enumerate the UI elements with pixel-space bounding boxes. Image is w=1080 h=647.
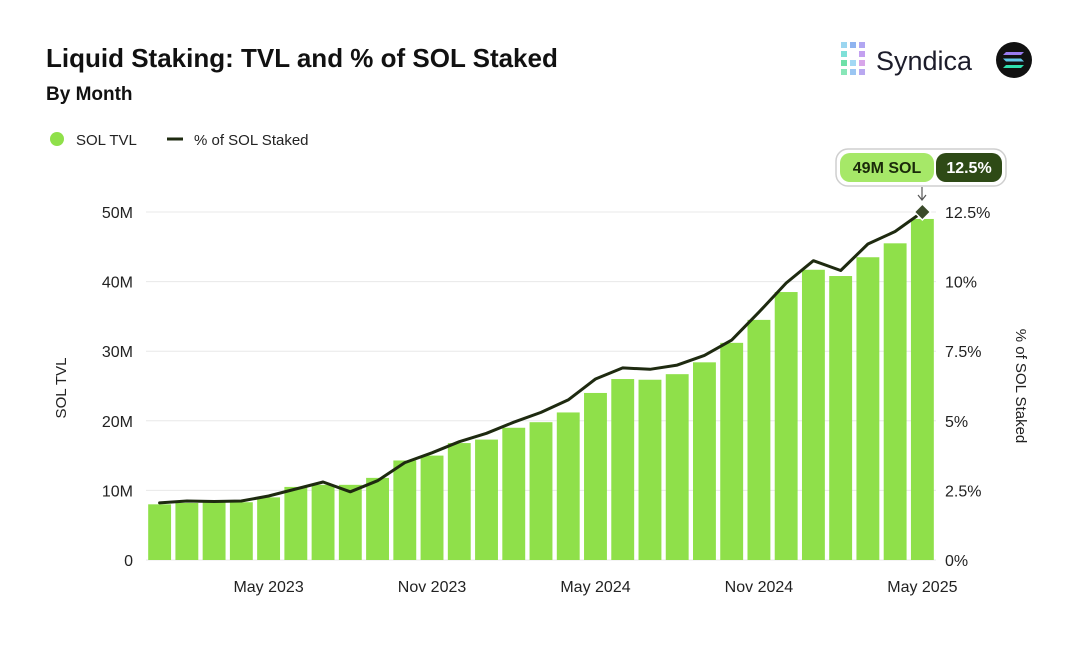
bar-sol-tvl [856,257,880,560]
bar-sol-tvl [665,374,689,560]
bar-sol-tvl [447,443,471,560]
bar-sol-tvl [801,269,825,560]
y-right-axis-title: % of SOL Staked [1012,329,1029,444]
x-tick-label: Nov 2024 [725,579,794,596]
legend: SOL TVL % of SOL Staked [50,132,309,149]
callout-pct-label: 12.5% [946,160,991,177]
bar-sol-tvl [502,427,526,560]
bar-sol-tvl [311,484,335,560]
legend-label-sol-tvl: SOL TVL [76,132,137,149]
syndica-logo: Syndica [841,42,973,76]
chart-subtitle: By Month [46,84,133,105]
bar-sol-tvl [720,342,744,560]
legend-marker-sol-tvl [50,132,64,146]
bar-sol-tvl [774,292,798,560]
bar-sol-tvl [638,379,662,560]
x-tick-label: May 2025 [887,579,957,596]
callout-tvl-label: 49M SOL [853,160,922,177]
bar-sol-tvl [175,502,199,560]
y-right-tick-label: 2.5% [945,483,981,500]
chart-title: Liquid Staking: TVL and % of SOL Staked [46,43,558,73]
x-tick-label: May 2024 [560,579,630,596]
latest-value-callout: 49M SOL 12.5% [835,148,1007,201]
pct-staked-line [158,210,924,505]
syndica-logo-mark-icon [841,42,865,75]
y-right-tick-label: 10% [945,275,977,292]
bar-sol-tvl [257,497,281,560]
axis-ticks: 0 10M 20M 30M 40M 50M 0% 2.5% 5% 7.5% 10% 12.5% May … [102,205,991,596]
pct-line-end-marker [913,202,932,222]
bar-sol-tvl [611,379,635,560]
bar-sol-tvl [910,218,934,560]
y-left-tick-label: 10M [102,483,133,500]
y-right-tick-label: 0% [945,553,968,570]
solana-logo-icon [996,42,1032,78]
bar-sol-tvl [393,460,417,560]
bar-sol-tvl [693,362,716,560]
bar-sol-tvl [829,276,853,560]
y-right-tick-label: 5% [945,414,968,431]
y-right-tick-label: 7.5% [945,344,981,361]
bar-sol-tvl [338,484,362,560]
bar-sol-tvl [148,504,172,560]
y-left-tick-label: 30M [102,344,133,361]
bar-sol-tvl [366,477,389,560]
bar-sol-tvl [229,502,253,560]
y-left-axis-title: SOL TVL [53,358,70,419]
syndica-wordmark: Syndica [876,46,973,76]
x-tick-label: Nov 2023 [398,579,467,596]
bar-sol-tvl [420,455,444,560]
bar-sol-tvl [202,502,226,560]
bar-sol-tvl [529,422,553,560]
pct-line-layer [158,202,932,505]
bar-sol-tvl [883,243,907,560]
y-left-tick-label: 0 [124,553,133,570]
y-right-tick-label: 12.5% [945,205,990,222]
y-left-tick-label: 50M [102,205,133,222]
callout-pct-badge [936,153,1002,182]
bars [148,218,934,560]
y-left-tick-label: 40M [102,275,133,292]
callout-arrow-icon [917,194,927,201]
bar-sol-tvl [475,439,498,560]
bar-sol-tvl [556,412,580,560]
legend-label-pct-staked: % of SOL Staked [194,132,309,149]
bar-sol-tvl [747,319,771,560]
bar-sol-tvl [284,486,308,560]
bar-sol-tvl [584,392,607,560]
y-left-tick-label: 20M [102,414,133,431]
x-tick-label: May 2023 [233,579,303,596]
callout-tvl-badge [840,153,934,182]
